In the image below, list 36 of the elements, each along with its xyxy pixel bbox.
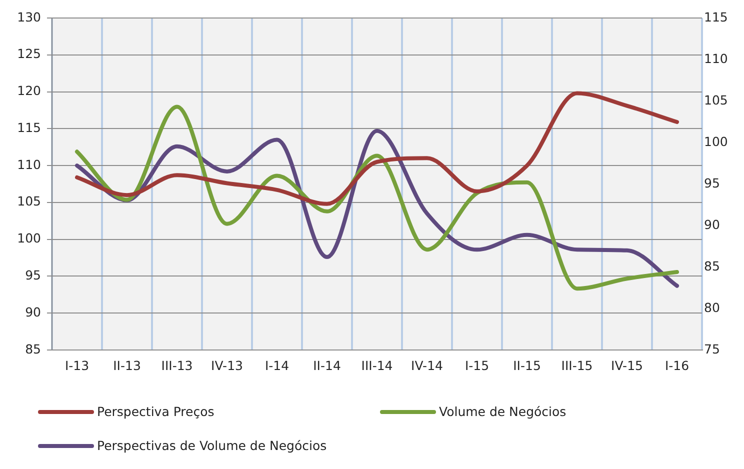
y2-tick-label: 100: [704, 134, 728, 149]
y-tick-label: 120: [17, 83, 42, 98]
x-tick-label: II-13: [113, 358, 141, 373]
y2-tick-label: 105: [704, 92, 728, 108]
line-series: [75, 91, 679, 206]
x-tick-label: IV-13: [211, 358, 243, 373]
x-tick-label: II-14: [313, 358, 341, 373]
x-tick-label: I-13: [64, 358, 90, 373]
x-tick-label: I-16: [664, 358, 690, 373]
y-tick-label: 95: [25, 267, 41, 282]
y2-tick-label: 85: [704, 258, 720, 274]
legend-label: Volume de Negócios: [439, 404, 566, 419]
legend-label: Perspectiva Preços: [97, 404, 214, 419]
y-tick-label: 125: [17, 46, 41, 62]
y2-tick-label: 110: [704, 50, 728, 66]
legend-label: Perspectivas de Volume de Negócios: [97, 438, 327, 453]
y-tick-label: 90: [25, 304, 42, 320]
x-tick-label: II-15: [513, 358, 541, 373]
y2-tick-label: 115: [704, 9, 728, 24]
y-tick-label: 130: [17, 9, 42, 24]
y-tick-label: 85: [25, 341, 41, 356]
x-tick-label: III-13: [161, 358, 193, 373]
y2-tick-label: 90: [704, 216, 720, 232]
x-tick-label: I-15: [464, 358, 490, 373]
y-tick-label: 100: [17, 230, 42, 246]
y2-tick-label: 80: [704, 300, 720, 315]
x-tick-label: I-14: [264, 358, 290, 373]
y-tick-label: 115: [17, 120, 41, 135]
y-tick-label: 105: [17, 194, 41, 209]
y2-tick-label: 95: [704, 175, 720, 190]
x-tick-label: IV-14: [411, 358, 444, 373]
y-tick-label: 110: [17, 156, 42, 172]
x-tick-label: III-15: [561, 358, 593, 373]
y2-tick-label: 75: [704, 341, 720, 356]
x-tick-label: III-14: [361, 358, 393, 373]
x-tick-label: IV-15: [611, 358, 643, 373]
